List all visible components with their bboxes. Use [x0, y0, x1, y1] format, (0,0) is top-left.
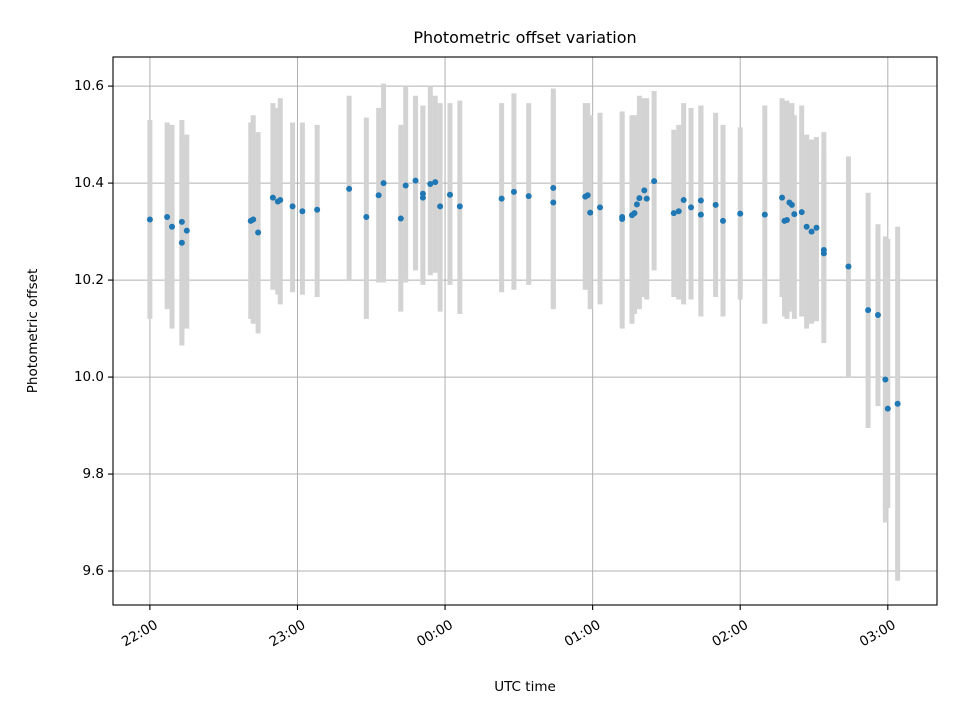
- data-point: [437, 203, 444, 210]
- chart-title: Photometric offset variation: [413, 28, 636, 47]
- plot-area-frame: [112, 56, 938, 606]
- data-point: [402, 182, 409, 189]
- data-point: [183, 227, 190, 234]
- data-point: [397, 215, 404, 222]
- data-point: [712, 201, 719, 208]
- data-point: [456, 203, 463, 210]
- data-point: [250, 216, 257, 223]
- data-point: [178, 218, 185, 225]
- y-axis-label: Photometric offset: [25, 269, 41, 393]
- data-point: [289, 203, 296, 210]
- y-tick-label: 10.4: [74, 175, 104, 191]
- data-point: [619, 214, 626, 221]
- data-point: [882, 376, 889, 383]
- data-point: [697, 211, 704, 218]
- data-point: [432, 179, 439, 186]
- data-point: [808, 228, 815, 235]
- y-tick-label: 10.0: [74, 369, 104, 385]
- data-point: [643, 195, 650, 202]
- data-point: [636, 195, 643, 202]
- data-point: [380, 180, 387, 187]
- data-point: [631, 210, 638, 217]
- data-point: [584, 192, 591, 199]
- data-point: [697, 197, 704, 204]
- data-point: [375, 192, 382, 199]
- data-point: [446, 191, 453, 198]
- data-point: [178, 239, 185, 246]
- data-point: [680, 197, 687, 204]
- data-point: [688, 204, 695, 211]
- data-point: [299, 208, 306, 215]
- data-point: [651, 178, 658, 185]
- data-point: [779, 194, 786, 201]
- data-point: [675, 208, 682, 215]
- data-point: [813, 224, 820, 231]
- data-point: [146, 216, 153, 223]
- data-point: [412, 177, 419, 184]
- data-point: [269, 194, 276, 201]
- data-point: [783, 216, 790, 223]
- x-axis-label: UTC time: [494, 679, 556, 695]
- data-point: [314, 206, 321, 213]
- data-point: [363, 214, 370, 221]
- data-point: [633, 201, 640, 208]
- data-point: [498, 195, 505, 202]
- data-point: [419, 190, 426, 197]
- data-point: [164, 214, 171, 221]
- data-point: [587, 209, 594, 216]
- data-point: [761, 211, 768, 218]
- data-point: [550, 184, 557, 191]
- y-tick-label: 10.6: [74, 78, 104, 94]
- data-point: [791, 211, 798, 218]
- y-tick-label: 9.8: [83, 466, 104, 482]
- data-point: [865, 307, 872, 314]
- data-point: [550, 199, 557, 206]
- data-point: [427, 181, 434, 188]
- y-tick-label: 10.2: [74, 272, 104, 288]
- data-point: [641, 187, 648, 194]
- data-point: [820, 247, 827, 254]
- data-point: [798, 209, 805, 216]
- data-point: [788, 201, 795, 208]
- data-point: [169, 223, 176, 230]
- data-point: [597, 204, 604, 211]
- y-axis-ticks: 9.6 9.8 10.0 10.2 10.4 10.6: [74, 78, 113, 579]
- data-point: [884, 405, 891, 412]
- data-point: [525, 193, 532, 200]
- data-point: [803, 223, 810, 230]
- data-point: [670, 210, 677, 217]
- y-tick-label: 9.6: [83, 563, 104, 579]
- data-point: [255, 229, 262, 236]
- data-points: [146, 177, 901, 412]
- data-point: [277, 197, 284, 204]
- data-point: [894, 400, 901, 407]
- data-point: [510, 188, 517, 195]
- data-point: [874, 311, 881, 318]
- data-point: [845, 263, 852, 270]
- data-point: [737, 210, 744, 217]
- data-point: [720, 217, 727, 224]
- data-point: [346, 185, 353, 192]
